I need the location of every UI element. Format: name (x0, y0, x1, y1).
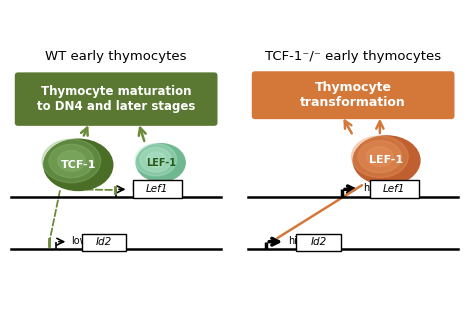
Ellipse shape (146, 152, 165, 167)
FancyBboxPatch shape (252, 71, 455, 119)
Text: high: high (364, 183, 385, 193)
Ellipse shape (353, 136, 420, 185)
Ellipse shape (366, 147, 393, 167)
Ellipse shape (351, 136, 408, 178)
Text: Lef1: Lef1 (383, 184, 406, 194)
Text: Thymocyte
transformation: Thymocyte transformation (300, 81, 406, 109)
Text: TCF-1: TCF-1 (61, 160, 96, 170)
Ellipse shape (358, 141, 401, 173)
Ellipse shape (140, 148, 172, 172)
FancyBboxPatch shape (296, 234, 341, 250)
Ellipse shape (42, 139, 100, 183)
Ellipse shape (49, 144, 94, 178)
FancyBboxPatch shape (0, 61, 233, 295)
Text: Lef1: Lef1 (146, 184, 169, 194)
Text: high: high (288, 236, 309, 246)
Ellipse shape (44, 139, 113, 190)
Text: Thymocyte maturation
to DN4 and later stages: Thymocyte maturation to DN4 and later st… (37, 85, 195, 113)
FancyBboxPatch shape (82, 234, 126, 250)
Text: Id2: Id2 (96, 237, 112, 248)
Text: LEF-1: LEF-1 (370, 155, 403, 165)
Text: LEF-1: LEF-1 (146, 158, 176, 168)
FancyBboxPatch shape (133, 181, 182, 198)
Ellipse shape (135, 144, 177, 176)
FancyBboxPatch shape (236, 61, 470, 295)
FancyBboxPatch shape (370, 181, 419, 198)
Ellipse shape (136, 144, 185, 182)
Text: low: low (131, 183, 148, 193)
FancyBboxPatch shape (15, 72, 218, 126)
Text: low: low (71, 236, 88, 246)
Text: Id2: Id2 (310, 237, 327, 248)
Title: TCF-1⁻/⁻ early thymocytes: TCF-1⁻/⁻ early thymocytes (265, 50, 441, 63)
Title: WT early thymocytes: WT early thymocytes (46, 50, 187, 63)
Ellipse shape (57, 151, 85, 171)
